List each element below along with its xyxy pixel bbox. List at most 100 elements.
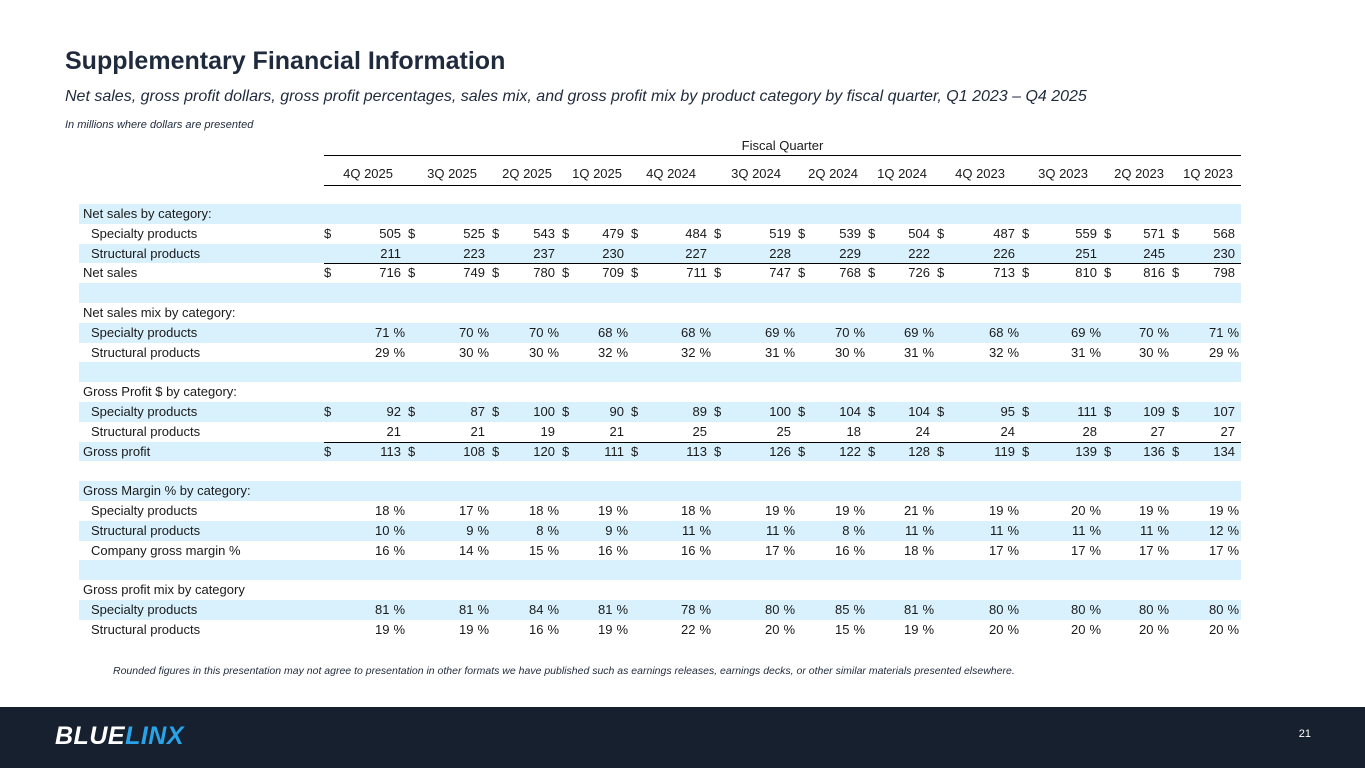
cell-value: 484 <box>685 225 707 241</box>
table-cell: $505 <box>324 224 405 244</box>
percent-sign: % <box>699 324 711 340</box>
percent-sign: % <box>699 601 711 617</box>
percent-value: 30 <box>458 344 474 360</box>
percent-sign: % <box>1227 324 1239 340</box>
percent-sign: % <box>477 324 489 340</box>
percent-value: 19 <box>764 502 780 518</box>
percent-sign: % <box>922 502 934 518</box>
cell-value: 80% <box>989 602 1019 617</box>
table-cell: 19% <box>324 620 405 640</box>
percent-value: 29 <box>374 344 390 360</box>
table-cell: $716 <box>324 263 405 283</box>
cell-value: 111 <box>1077 403 1097 419</box>
percent-value: 81 <box>458 601 474 617</box>
cell-value: 85% <box>835 602 865 617</box>
percent-sign: % <box>783 601 795 617</box>
cell-value: 25 <box>692 423 707 439</box>
percent-sign: % <box>616 542 628 558</box>
dollar-sign: $ <box>492 225 500 241</box>
percent-value: 18 <box>903 542 919 558</box>
dollar-sign: $ <box>492 265 500 281</box>
cell-value: 559 <box>1075 225 1097 241</box>
table-cell: 20% <box>714 620 795 640</box>
percent-value: 71 <box>374 324 390 340</box>
table-cell: 70% <box>408 323 489 343</box>
table-cell: 14% <box>408 541 489 561</box>
table-cell: 31% <box>868 343 934 363</box>
logo-part-blue: BLUE <box>55 722 126 750</box>
cell-value: 11% <box>990 523 1019 538</box>
percent-value: 20 <box>988 621 1004 637</box>
cell-value: 19% <box>989 503 1019 518</box>
percent-value: 17 <box>764 542 780 558</box>
table-cell: 70% <box>492 323 559 343</box>
quarter-header: 1Q 2025 <box>572 166 622 181</box>
percent-sign: % <box>547 522 559 538</box>
percent-sign: % <box>1007 344 1019 360</box>
table-cell: 71% <box>324 323 405 343</box>
table-cell: $113 <box>631 442 711 462</box>
table-cell: $726 <box>868 263 934 283</box>
percent-value: 15 <box>528 542 544 558</box>
table-cell: $768 <box>798 263 865 283</box>
row-label: Gross profit <box>83 443 151 459</box>
table-cell: 8% <box>492 521 559 541</box>
cell-value: 709 <box>602 265 624 281</box>
percent-sign: % <box>1007 542 1019 558</box>
percent-value: 11 <box>765 522 780 538</box>
cell-value: 525 <box>463 225 485 241</box>
cell-value: 68% <box>598 325 628 340</box>
table-cell: 15% <box>492 541 559 561</box>
cell-value: 22% <box>681 622 711 637</box>
dollar-sign: $ <box>937 225 945 241</box>
table-cell: 81% <box>562 600 628 620</box>
cell-value: 71% <box>375 325 405 340</box>
percent-value: 20 <box>1070 502 1086 518</box>
percent-sign: % <box>783 502 795 518</box>
page-subtitle: Net sales, gross profit dollars, gross p… <box>65 88 1087 105</box>
percent-sign: % <box>1227 502 1239 518</box>
percent-value: 19 <box>1138 502 1154 518</box>
table-cell: $568 <box>1172 224 1239 244</box>
table-cell: 70% <box>798 323 865 343</box>
cell-value: 9% <box>605 523 628 538</box>
cell-value: 726 <box>908 265 930 281</box>
table-row: Structural products 10% 9% 8% 9% 11% 11% 8% 11% 1… <box>79 520 1241 541</box>
table-cell: 17% <box>1172 541 1239 561</box>
row-label: Gross Profit $ by category: <box>83 384 237 400</box>
dollar-sign: $ <box>1104 225 1112 241</box>
percent-sign: % <box>1089 601 1101 617</box>
cell-value: 11% <box>766 523 795 538</box>
cell-value: 227 <box>685 245 707 261</box>
percent-value: 20 <box>764 621 780 637</box>
table-cell: $87 <box>408 402 489 422</box>
percent-sign: % <box>1007 621 1019 637</box>
table-cell: $747 <box>714 263 795 283</box>
percent-sign: % <box>1089 522 1101 538</box>
percent-value: 80 <box>1070 601 1086 617</box>
table-cell: 20% <box>937 620 1019 640</box>
percent-sign: % <box>1157 502 1169 518</box>
cell-value: 798 <box>1213 265 1235 281</box>
percent-value: 18 <box>528 502 544 518</box>
table-cell: 21% <box>868 501 934 521</box>
table-cell: $525 <box>408 224 489 244</box>
table-cell: $571 <box>1104 224 1169 244</box>
table-cell: $543 <box>492 224 559 244</box>
percent-sign: % <box>1089 621 1101 637</box>
cell-value: 119 <box>994 443 1015 459</box>
percent-sign: % <box>853 502 865 518</box>
percent-value: 11 <box>904 522 919 538</box>
table-cell: 16% <box>492 620 559 640</box>
table-cell: 20% <box>1022 501 1101 521</box>
percent-value: 10 <box>374 522 390 538</box>
percent-sign: % <box>393 324 405 340</box>
percent-value: 31 <box>764 344 780 360</box>
table-cell: $95 <box>937 402 1019 422</box>
cell-value: 223 <box>463 245 485 261</box>
quarter-header: 4Q 2023 <box>955 166 1005 181</box>
percent-value: 19 <box>597 621 613 637</box>
row-label: Structural products <box>91 423 201 439</box>
row-label: Net sales mix by category: <box>83 304 236 320</box>
dollar-sign: $ <box>562 265 570 281</box>
